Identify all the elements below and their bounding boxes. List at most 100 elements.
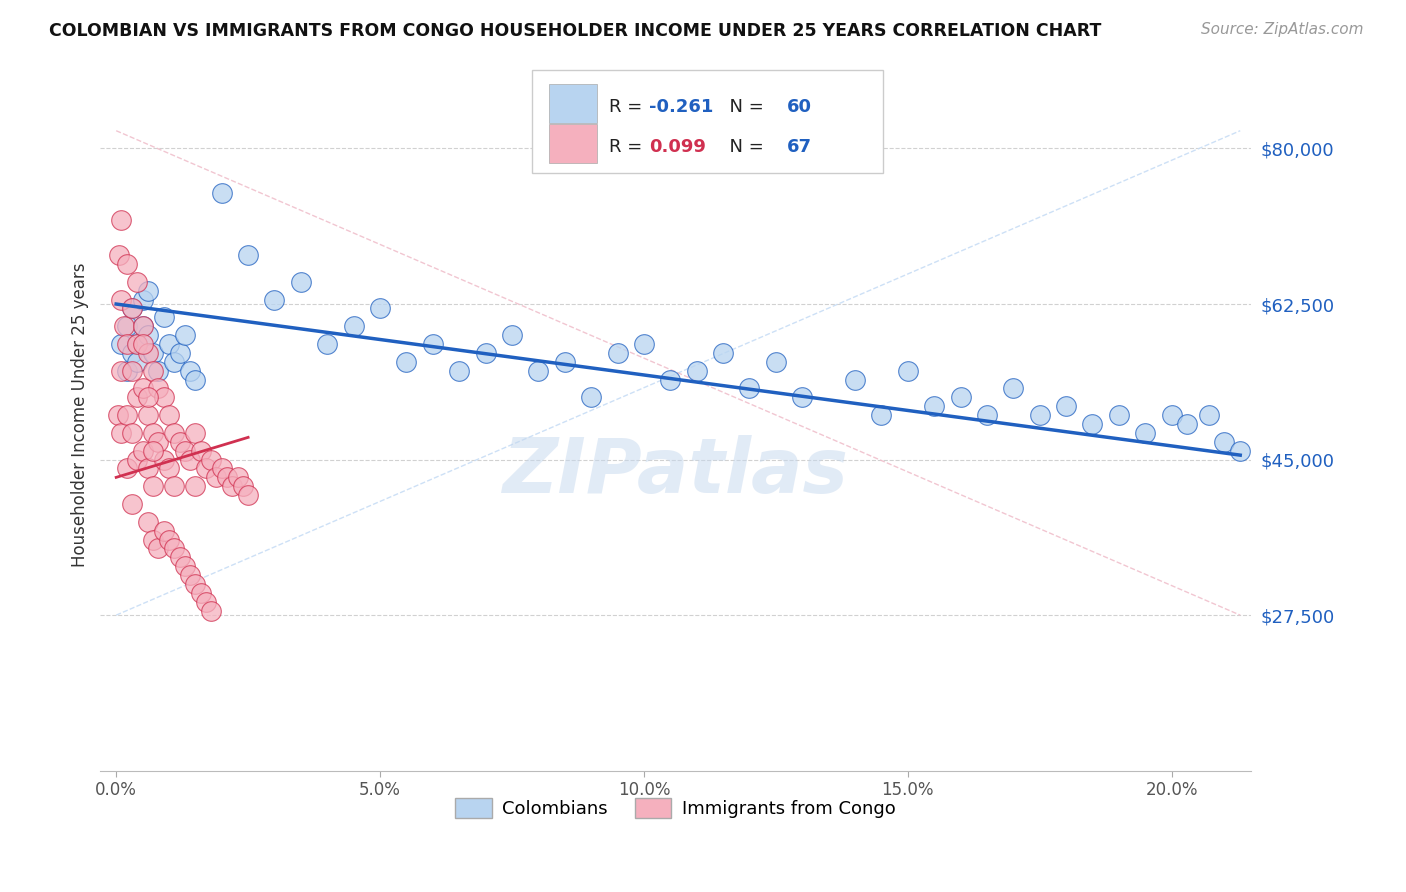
- Text: Source: ZipAtlas.com: Source: ZipAtlas.com: [1201, 22, 1364, 37]
- Text: ZIPatlas: ZIPatlas: [502, 435, 849, 509]
- Point: [107, 408, 129, 422]
- Point: [1213, 434, 1236, 449]
- Point: [163, 541, 186, 556]
- Y-axis label: Householder Income Under 25 years: Householder Income Under 25 years: [72, 263, 89, 567]
- Point: [121, 346, 143, 360]
- Point: [1229, 443, 1251, 458]
- Point: [121, 301, 143, 316]
- Point: [169, 550, 191, 565]
- Point: [131, 443, 153, 458]
- Point: [131, 319, 153, 334]
- Point: [169, 434, 191, 449]
- Point: [127, 275, 149, 289]
- Point: [127, 337, 149, 351]
- Point: [368, 301, 391, 316]
- Text: 67: 67: [787, 138, 813, 156]
- Point: [501, 328, 523, 343]
- Legend: Colombians, Immigrants from Congo: Colombians, Immigrants from Congo: [449, 790, 903, 826]
- Point: [870, 408, 893, 422]
- Point: [142, 346, 165, 360]
- Point: [1135, 425, 1157, 440]
- Point: [136, 461, 159, 475]
- Point: [236, 248, 259, 262]
- Point: [127, 452, 149, 467]
- Point: [1198, 408, 1220, 422]
- Point: [142, 364, 165, 378]
- Point: [190, 443, 212, 458]
- Point: [922, 399, 945, 413]
- Point: [184, 425, 207, 440]
- Point: [121, 364, 143, 378]
- Point: [136, 515, 159, 529]
- Point: [184, 479, 207, 493]
- Point: [148, 382, 170, 396]
- Point: [765, 355, 787, 369]
- Text: N =: N =: [718, 98, 769, 116]
- Point: [179, 452, 201, 467]
- Point: [263, 293, 285, 307]
- Point: [200, 604, 222, 618]
- Point: [152, 390, 174, 404]
- Point: [131, 337, 153, 351]
- Point: [163, 355, 186, 369]
- Point: [152, 452, 174, 467]
- Point: [169, 346, 191, 360]
- Point: [474, 346, 496, 360]
- FancyBboxPatch shape: [548, 124, 598, 162]
- Point: [194, 595, 217, 609]
- Point: [110, 293, 132, 307]
- Point: [136, 284, 159, 298]
- Point: [163, 425, 186, 440]
- Point: [226, 470, 249, 484]
- Point: [115, 257, 138, 271]
- Point: [157, 533, 180, 547]
- Point: [606, 346, 628, 360]
- Text: R =: R =: [609, 138, 648, 156]
- Point: [190, 586, 212, 600]
- Point: [343, 319, 366, 334]
- Point: [136, 390, 159, 404]
- Point: [112, 319, 135, 334]
- Point: [205, 470, 228, 484]
- Point: [179, 568, 201, 582]
- Point: [422, 337, 444, 351]
- Point: [157, 337, 180, 351]
- Point: [163, 479, 186, 493]
- Point: [148, 434, 170, 449]
- FancyBboxPatch shape: [531, 70, 883, 173]
- Point: [131, 382, 153, 396]
- Point: [200, 452, 222, 467]
- Point: [579, 390, 602, 404]
- Point: [142, 443, 165, 458]
- Point: [711, 346, 734, 360]
- Point: [1054, 399, 1077, 413]
- Point: [236, 488, 259, 502]
- Point: [211, 186, 233, 200]
- Point: [152, 310, 174, 325]
- Point: [1028, 408, 1050, 422]
- Point: [449, 364, 471, 378]
- Point: [527, 364, 550, 378]
- Point: [108, 248, 131, 262]
- Text: R =: R =: [609, 98, 648, 116]
- Point: [173, 328, 195, 343]
- Point: [173, 443, 195, 458]
- Point: [131, 293, 153, 307]
- Point: [157, 461, 180, 475]
- Point: [232, 479, 254, 493]
- Point: [121, 497, 143, 511]
- Point: [136, 328, 159, 343]
- Point: [110, 425, 132, 440]
- Text: COLOMBIAN VS IMMIGRANTS FROM CONGO HOUSEHOLDER INCOME UNDER 25 YEARS CORRELATION: COLOMBIAN VS IMMIGRANTS FROM CONGO HOUSE…: [49, 22, 1101, 40]
- Point: [115, 337, 138, 351]
- Point: [173, 559, 195, 574]
- Point: [633, 337, 655, 351]
- Point: [844, 373, 866, 387]
- Text: -0.261: -0.261: [650, 98, 713, 116]
- Point: [1108, 408, 1130, 422]
- Point: [290, 275, 312, 289]
- Point: [1177, 417, 1199, 431]
- Point: [148, 364, 170, 378]
- Text: 0.099: 0.099: [650, 138, 706, 156]
- Point: [136, 346, 159, 360]
